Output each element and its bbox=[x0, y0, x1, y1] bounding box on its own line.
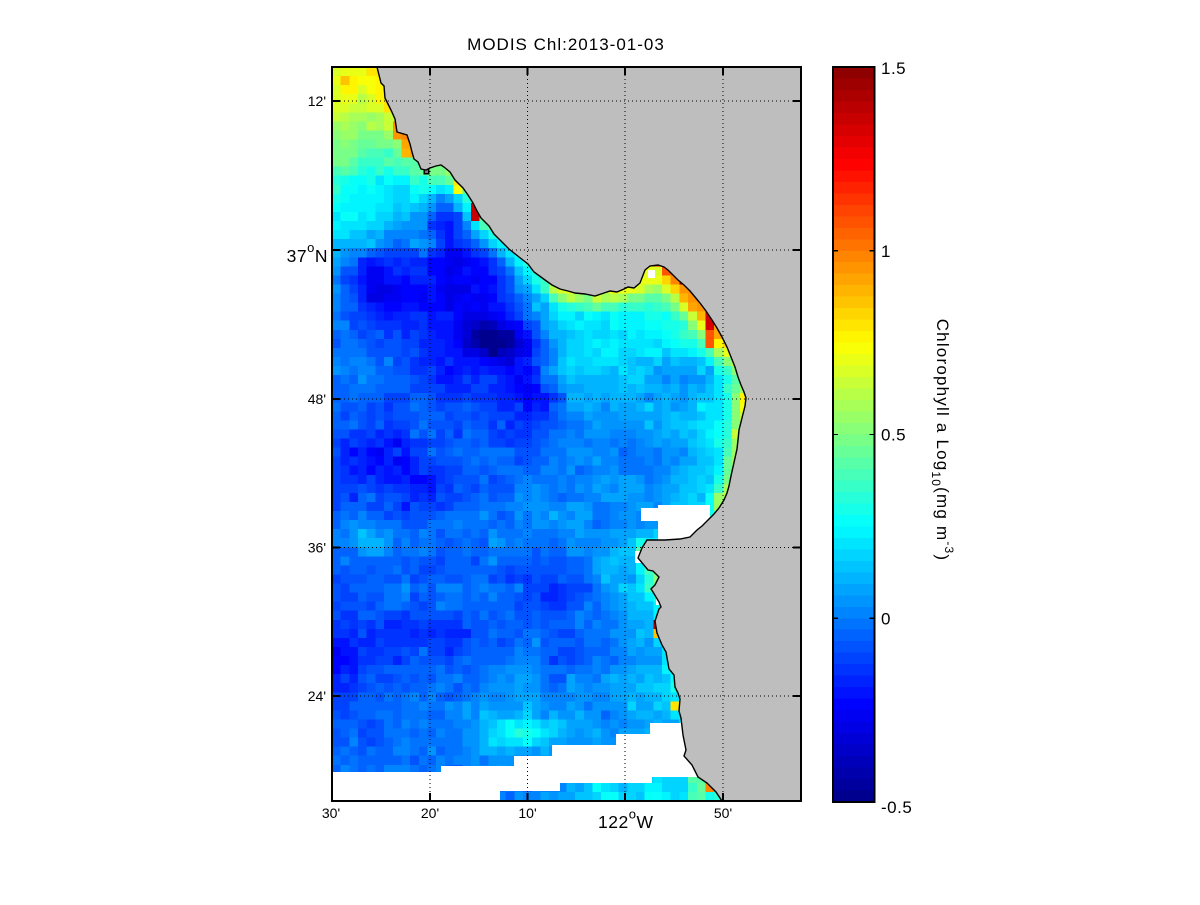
svg-text:-0.5: -0.5 bbox=[881, 798, 912, 817]
svg-text:0: 0 bbox=[881, 609, 891, 628]
svg-text:10': 10' bbox=[518, 805, 536, 821]
svg-text:20': 20' bbox=[421, 805, 439, 821]
svg-text:30': 30' bbox=[322, 805, 340, 821]
svg-text:24': 24' bbox=[308, 688, 326, 704]
svg-text:0.5: 0.5 bbox=[881, 426, 906, 445]
svg-text:12': 12' bbox=[308, 93, 326, 109]
svg-text:48': 48' bbox=[308, 391, 326, 407]
svg-text:Chlorophyll a Log10(mg m-3): Chlorophyll a Log10(mg m-3) bbox=[929, 319, 956, 562]
svg-text:1.5: 1.5 bbox=[881, 59, 906, 78]
svg-text:1: 1 bbox=[881, 242, 891, 261]
svg-text:36': 36' bbox=[308, 540, 326, 556]
svg-text:MODIS Chl:2013-01-03: MODIS Chl:2013-01-03 bbox=[467, 35, 665, 54]
svg-text:50': 50' bbox=[714, 805, 732, 821]
